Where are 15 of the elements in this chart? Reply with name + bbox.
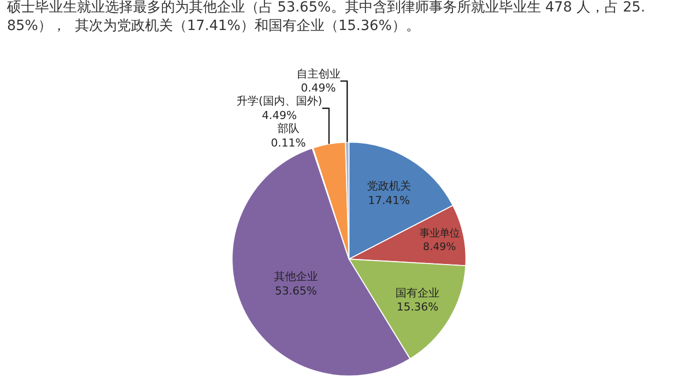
data-label: 53.65% [274,284,317,298]
slice-label: 部队 [277,122,300,135]
slice-label: 国有企业 [396,286,440,300]
slice-label: 其他企业 [274,270,318,284]
slice-label: 升学(国内、国外) [236,94,322,108]
data-label: 4.49% [262,108,297,122]
data-label: 0.49% [300,82,336,95]
slice-label: 自主创业 [296,67,340,80]
chart-title: 硕士毕业生就业选择最多的为其他企业（占 53.65%。其中含到律师事务所就业毕业生 478 人，占 25.85%）， 其次为党政机关（17.41%）和国有企业（15.36%）。 [6,0,646,34]
data-label: 0.11% [270,136,306,150]
data-label: 8.49% [423,240,456,253]
slice-label: 党政机关 [367,180,412,193]
data-label: 17.41% [368,194,410,208]
slice-label: 事业单位 [419,227,460,240]
data-label: 15.36% [396,300,439,314]
